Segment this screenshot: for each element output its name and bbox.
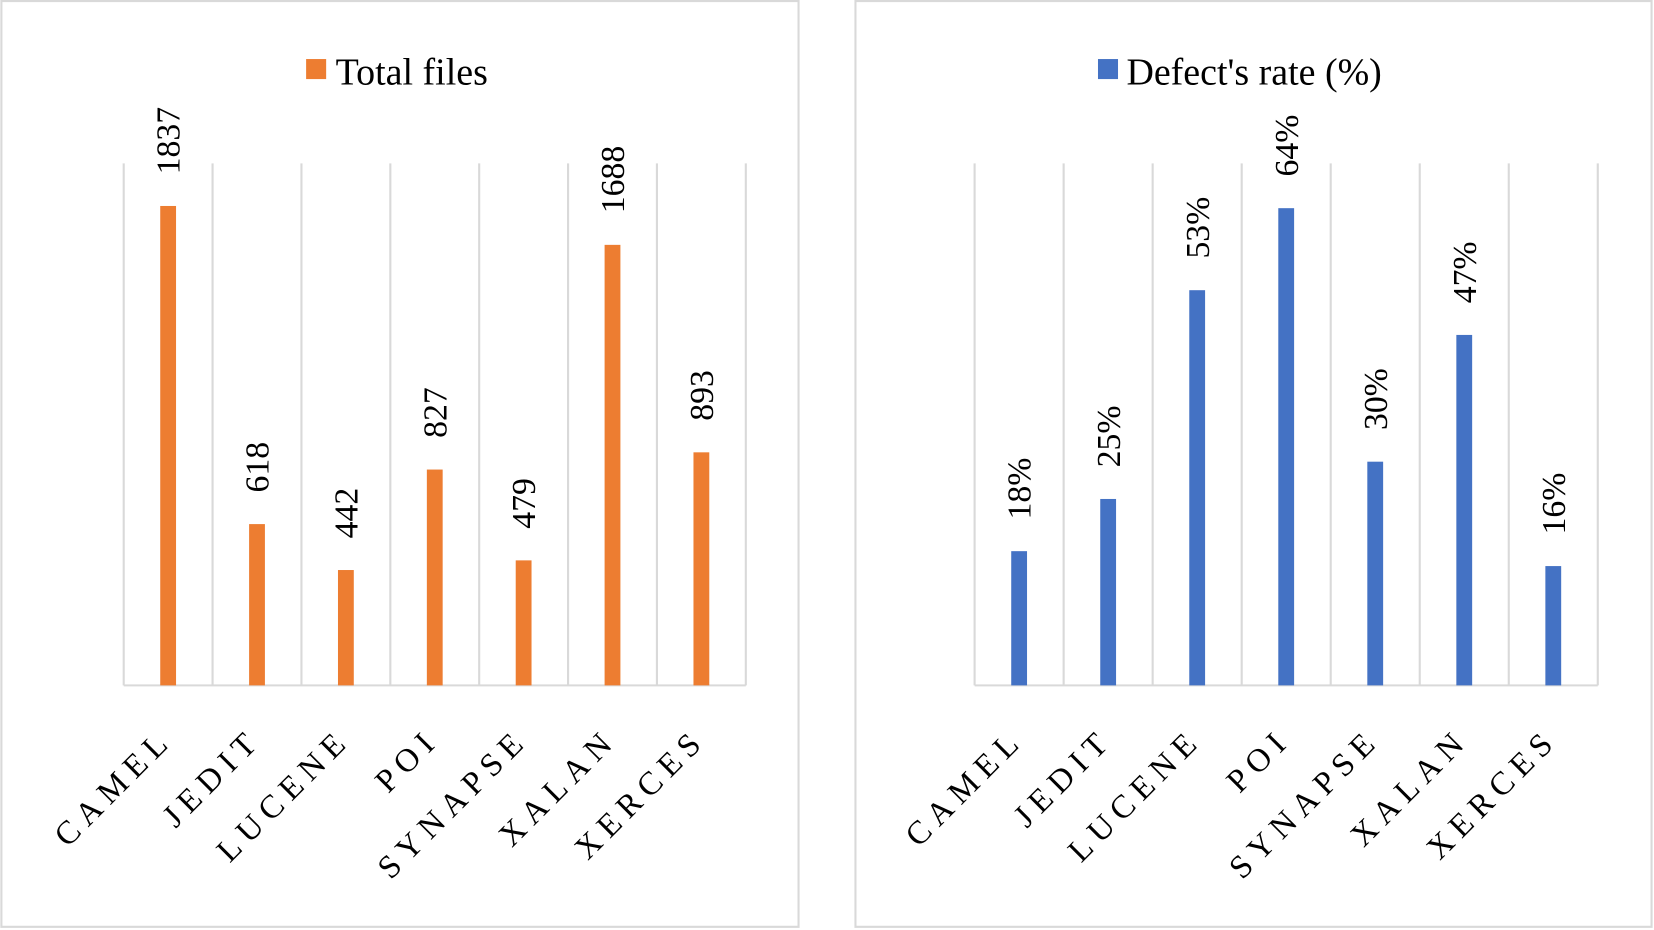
total-files-bar-jedit bbox=[249, 524, 265, 686]
total-files-value-label-jedit: 618 bbox=[240, 442, 277, 493]
defect-rate-chart: Defect's rate (%)18%CAMEL25%JEDIT53%LUCE… bbox=[854, 0, 1653, 928]
defect-rate-bar-jedit bbox=[1100, 498, 1117, 686]
total-files-bar-poi bbox=[426, 469, 443, 686]
total-files-legend-swatch bbox=[306, 59, 327, 80]
total-files-value-label-poi: 827 bbox=[417, 387, 454, 438]
total-files-bar-xerces bbox=[693, 452, 710, 686]
defect-rate-bar-synapse bbox=[1367, 461, 1384, 686]
defect-rate-bar-poi bbox=[1278, 208, 1295, 686]
total-files-value-label-xalan: 1688 bbox=[595, 146, 632, 213]
defect-rate-value-label-lucene: 53% bbox=[1180, 197, 1217, 259]
defect-rate-panel-frame bbox=[854, 0, 1653, 928]
total-files-bar-lucene bbox=[337, 570, 354, 686]
total-files-value-label-camel: 1837 bbox=[151, 107, 188, 174]
defect-rate-value-label-poi: 64% bbox=[1269, 115, 1306, 177]
defect-rate-value-label-xalan: 47% bbox=[1447, 241, 1484, 303]
total-files-bar-synapse bbox=[515, 560, 532, 686]
defect-rate-bar-xalan bbox=[1456, 334, 1473, 686]
defect-rate-bar-xerces bbox=[1545, 566, 1562, 686]
total-files-bar-xalan bbox=[604, 244, 621, 686]
total-files-bar-camel bbox=[160, 205, 177, 686]
defect-rate-value-label-jedit: 25% bbox=[1091, 405, 1128, 467]
defect-rate-legend-label: Defect's rate (%) bbox=[1126, 51, 1381, 93]
defect-rate-bar-lucene bbox=[1189, 290, 1206, 686]
total-files-chart: Total files1837CAMEL618JEDIT442LUCENE827… bbox=[0, 0, 800, 928]
total-files-panel-frame bbox=[0, 0, 800, 928]
defect-rate-value-label-camel: 18% bbox=[1002, 458, 1039, 520]
total-files-value-label-synapse: 479 bbox=[506, 478, 543, 529]
total-files-value-label-lucene: 442 bbox=[328, 488, 365, 539]
defect-rate-bar-camel bbox=[1011, 551, 1028, 686]
defect-rate-value-label-xerces: 16% bbox=[1536, 473, 1573, 535]
total-files-value-label-xerces: 893 bbox=[684, 370, 721, 421]
defect-rate-value-label-synapse: 30% bbox=[1358, 368, 1395, 430]
total-files-legend-label: Total files bbox=[336, 51, 488, 93]
defect-rate-legend-swatch bbox=[1097, 59, 1119, 80]
